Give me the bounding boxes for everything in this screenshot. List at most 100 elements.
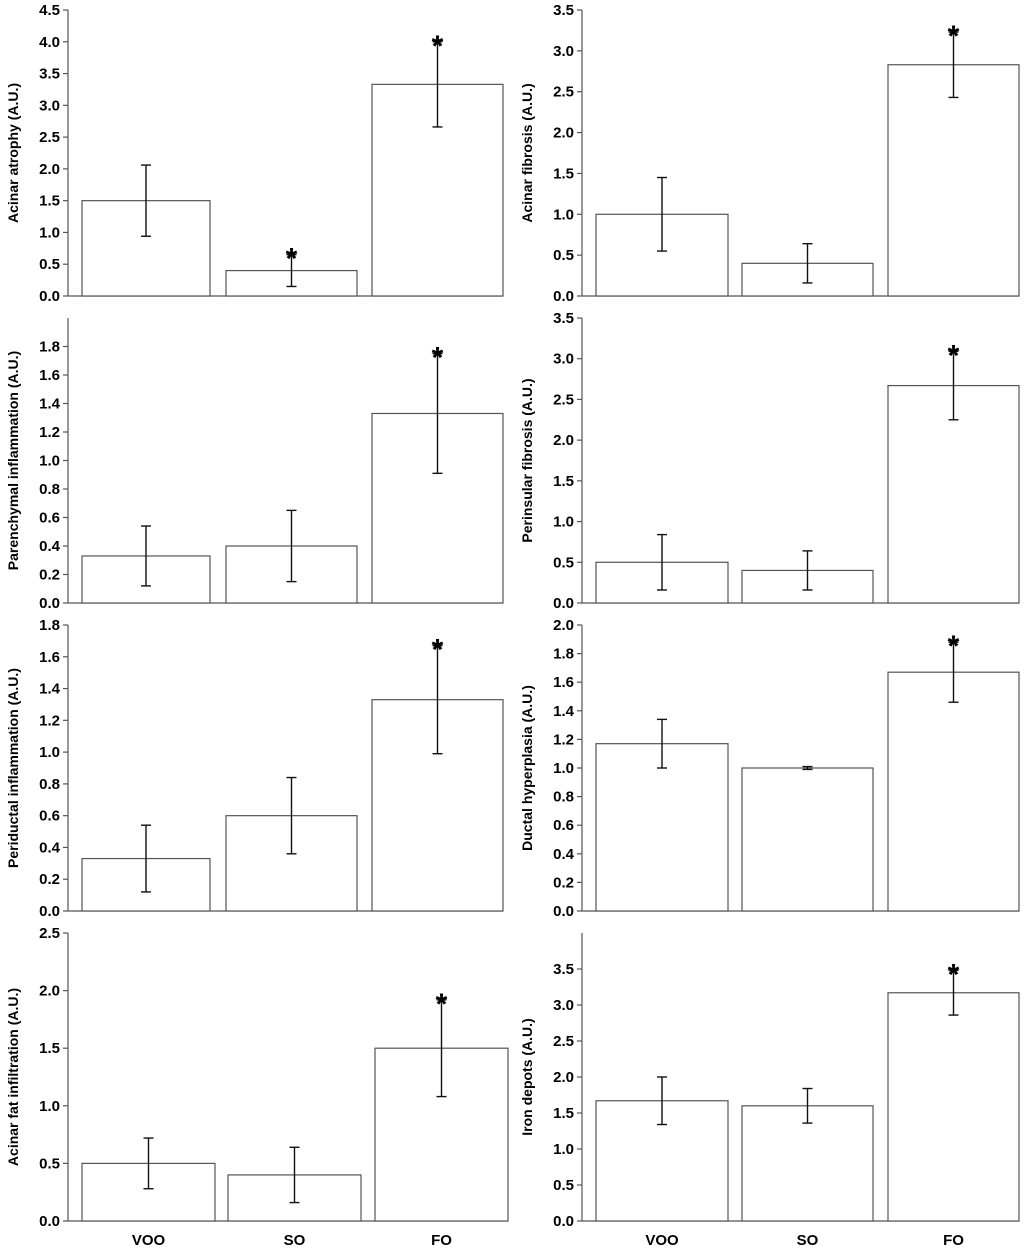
bar-voo [595,743,729,912]
y-tick-label: 1.6 [39,649,60,666]
y-tick-label: 0.8 [553,789,574,806]
y-tick-label: 4.5 [39,2,60,19]
y-tick-label: 2.5 [39,129,60,146]
y-tick-label: 1.0 [39,453,60,470]
bar-so [741,767,874,912]
y-tick-label: 1.4 [553,703,575,720]
y-tick-label: 0.0 [39,595,60,612]
y-tick-label: 0.0 [553,1213,574,1230]
y-tick-label: 3.0 [553,997,574,1014]
significance-marker: * [948,20,960,53]
y-axis-title: Acinar atrophy (A.U.) [5,83,21,223]
y-tick-label: 0.6 [39,808,60,825]
y-tick-label: 0.5 [553,247,574,264]
y-tick-label: 0.2 [39,567,60,584]
y-tick-label: 3.5 [553,961,574,978]
y-tick-label: 1.5 [39,193,60,210]
y-axis-title: Iron depots (A.U.) [519,1018,535,1135]
y-tick-label: 1.4 [39,681,61,698]
y-tick-label: 4.0 [39,34,60,51]
y-tick-label: 2.0 [39,983,60,1000]
bar-fo [887,64,1020,297]
x-category-label: SO [284,1232,306,1249]
y-tick-label: 1.5 [553,473,574,490]
chart-panel-4: 0.0 0.5 1.0 1.5 2.0 2.5 3.0 3.5 Perinsular fibro… [519,310,1020,612]
y-tick-label: 2.0 [553,1069,574,1086]
bar-voo [81,1162,216,1222]
y-tick-label: 0.4 [39,839,61,856]
y-tick-label: 0.8 [39,776,60,793]
y-tick-label: 1.0 [39,744,60,761]
x-category-label: SO [797,1232,819,1249]
y-tick-label: 1.0 [553,206,574,223]
y-tick-label: 2.5 [553,84,574,101]
y-tick-label: 1.2 [553,731,574,748]
y-tick-label: 0.5 [553,554,574,571]
y-tick-label: 3.0 [39,97,60,114]
x-category-label: VOO [645,1232,679,1249]
y-tick-label: 0.8 [39,481,60,498]
y-tick-label: 2.5 [553,1033,574,1050]
chart-panel-3: 0.0 0.2 0.4 0.6 0.8 1.0 1.2 1.4 1.6 1.8 Parenchyma… [5,318,504,612]
significance-marker: * [432,342,444,375]
y-tick-label: 0.0 [553,595,574,612]
y-tick-label: 2.0 [553,617,574,634]
y-tick-label: 1.2 [39,424,60,441]
y-tick-label: 1.0 [553,760,574,777]
y-axis-title: Parenchymal inflammation (A.U.) [5,351,21,570]
y-axis-title: Periductal inflammation (A.U.) [5,668,21,868]
chart-panel-1: 0.0 0.5 1.0 1.5 2.0 2.5 3.0 3.5 4.0 4.5 Acinar atr… [5,2,504,305]
y-axis-title: Acinar fat infiltration (A.U.) [5,988,21,1166]
bar-so [741,1105,874,1222]
bar-fo [887,671,1020,912]
significance-marker: * [286,243,298,276]
y-tick-label: 0.2 [39,871,60,888]
y-tick-label: 3.5 [553,2,574,19]
y-tick-label: 2.5 [553,391,574,408]
bar-fo [371,699,504,912]
y-tick-label: 3.5 [553,310,574,327]
y-tick-label: 0.4 [553,846,575,863]
y-tick-label: 1.8 [39,617,60,634]
chart-panel-2: 0.0 0.5 1.0 1.5 2.0 2.5 3.0 3.5 Acinar fibrosis … [519,2,1020,305]
y-tick-label: 0.5 [39,1155,60,1172]
significance-marker: * [432,30,444,63]
y-tick-label: 1.4 [39,396,61,413]
y-tick-label: 3.5 [39,66,60,83]
y-tick-label: 0.2 [553,874,574,891]
y-tick-label: 1.6 [553,674,574,691]
y-tick-label: 2.0 [553,125,574,142]
y-tick-label: 2.5 [39,925,60,942]
y-tick-label: 0.5 [553,1177,574,1194]
significance-marker: * [436,988,448,1021]
y-axis-title: Perinsular fibrosis (A.U.) [519,378,535,542]
y-tick-label: 0.0 [39,288,60,305]
y-tick-label: 1.8 [553,646,574,663]
y-tick-label: 1.5 [553,1105,574,1122]
x-category-label: FO [943,1232,964,1249]
y-tick-label: 0.5 [39,256,60,273]
y-tick-label: 3.0 [553,351,574,368]
y-tick-label: 1.0 [39,1098,60,1115]
y-tick-label: 1.8 [39,339,60,356]
y-tick-label: 1.5 [553,165,574,182]
y-tick-label: 2.0 [553,432,574,449]
chart-panel-6: 0.0 0.2 0.4 0.6 0.8 1.0 1.2 1.4 1.6 1.8 2.0 Ductal … [519,617,1020,920]
y-tick-label: 2.0 [39,161,60,178]
significance-marker: * [948,630,960,663]
y-axis-title: Ductal hyperplasia (A.U.) [519,685,535,851]
y-tick-label: 0.0 [553,903,574,920]
y-tick-label: 1.5 [39,1040,60,1057]
x-category-label: FO [431,1232,452,1249]
y-tick-label: 3.0 [553,43,574,60]
x-category-label: VOO [132,1232,166,1249]
y-tick-label: 1.0 [553,1141,574,1158]
bar-fo [887,384,1020,604]
y-tick-label: 1.0 [553,514,574,531]
y-tick-label: 1.2 [39,712,60,729]
y-tick-label: 0.0 [39,1213,60,1230]
chart-panel-8: 0.0 0.5 1.0 1.5 2.0 2.5 3.0 3.5 Iron depots (A.U… [519,933,1020,1249]
significance-marker: * [948,958,960,991]
y-tick-label: 0.6 [553,817,574,834]
